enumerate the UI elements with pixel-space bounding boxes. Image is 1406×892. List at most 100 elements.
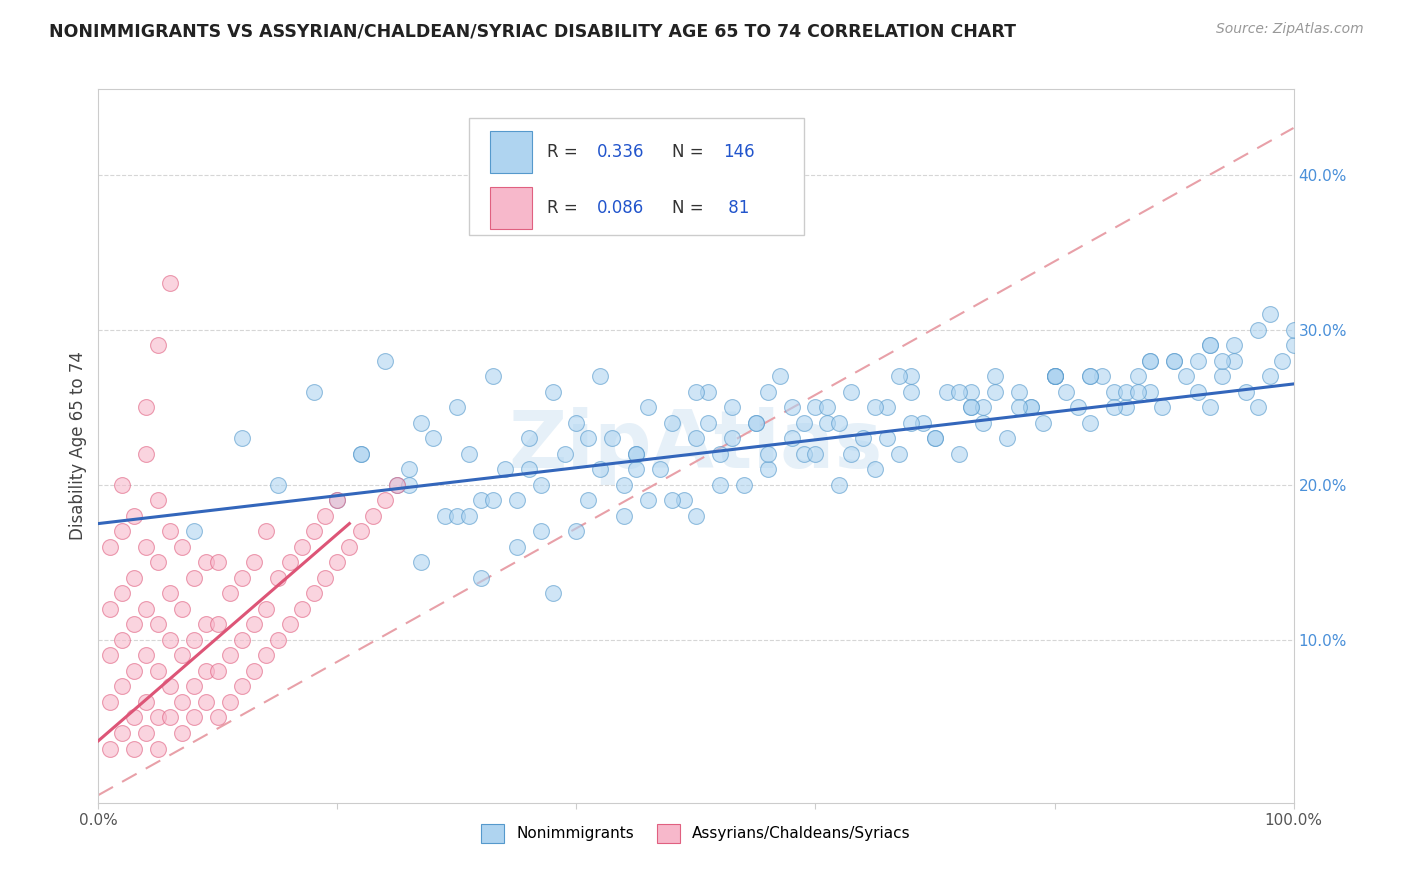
Point — [219, 648, 242, 663]
Point — [159, 710, 181, 724]
Point — [446, 508, 468, 523]
Point — [1234, 384, 1257, 399]
Point — [960, 401, 983, 415]
Text: 146: 146 — [724, 144, 755, 161]
Point — [876, 431, 898, 445]
Point — [470, 571, 492, 585]
Point — [98, 648, 122, 663]
Point — [159, 586, 181, 600]
Point — [756, 447, 779, 461]
Point — [984, 369, 1007, 384]
Text: Source: ZipAtlas.com: Source: ZipAtlas.com — [1216, 22, 1364, 37]
Point — [172, 695, 194, 709]
Point — [889, 369, 911, 384]
Text: R =: R = — [547, 144, 582, 161]
Point — [1104, 401, 1126, 415]
Point — [398, 462, 420, 476]
Point — [1282, 323, 1305, 337]
Point — [613, 508, 636, 523]
Point — [374, 353, 396, 368]
Point — [1199, 338, 1222, 352]
Point — [350, 524, 373, 539]
Point — [326, 555, 349, 569]
Point — [565, 416, 588, 430]
Point — [745, 416, 768, 430]
Text: 81: 81 — [724, 199, 749, 217]
Point — [350, 447, 373, 461]
Point — [780, 401, 803, 415]
Point — [172, 726, 194, 740]
Point — [411, 416, 433, 430]
Point — [1175, 369, 1198, 384]
Point — [756, 462, 779, 476]
Point — [1043, 369, 1066, 384]
Point — [995, 431, 1018, 445]
Point — [1043, 369, 1066, 384]
Point — [124, 571, 146, 585]
Point — [841, 447, 863, 461]
Point — [302, 384, 325, 399]
Point — [195, 555, 218, 569]
Point — [219, 695, 242, 709]
Point — [1199, 338, 1222, 352]
Point — [111, 477, 134, 491]
Point — [756, 384, 779, 399]
Point — [828, 477, 851, 491]
Point — [326, 493, 349, 508]
Point — [637, 401, 659, 415]
Point — [1282, 338, 1305, 352]
Point — [1091, 369, 1114, 384]
Point — [1080, 369, 1102, 384]
Point — [793, 416, 815, 430]
Point — [924, 431, 946, 445]
Point — [135, 447, 157, 461]
Point — [124, 617, 146, 632]
Point — [602, 431, 624, 445]
Point — [984, 384, 1007, 399]
Point — [541, 586, 564, 600]
Point — [626, 447, 648, 461]
Legend: Nonimmigrants, Assyrians/Chaldeans/Syriacs: Nonimmigrants, Assyrians/Chaldeans/Syria… — [475, 818, 917, 848]
Point — [613, 477, 636, 491]
Point — [721, 431, 744, 445]
Point — [195, 617, 218, 632]
Point — [1139, 353, 1161, 368]
Point — [434, 508, 457, 523]
Point — [111, 726, 134, 740]
Point — [291, 602, 314, 616]
Point — [1223, 353, 1246, 368]
Point — [936, 384, 959, 399]
Point — [685, 508, 707, 523]
Point — [374, 493, 396, 508]
Text: N =: N = — [672, 199, 709, 217]
Point — [302, 586, 325, 600]
Point — [207, 617, 229, 632]
Point — [124, 710, 146, 724]
Point — [339, 540, 361, 554]
Point — [219, 586, 242, 600]
Point — [626, 447, 648, 461]
Point — [363, 508, 385, 523]
Point — [231, 632, 253, 647]
Point — [135, 695, 157, 709]
Point — [291, 540, 314, 554]
Point — [685, 431, 707, 445]
Point — [793, 447, 815, 461]
Point — [1271, 353, 1294, 368]
Point — [1211, 369, 1233, 384]
Point — [148, 338, 170, 352]
Point — [278, 617, 301, 632]
Point — [98, 741, 122, 756]
Point — [924, 431, 946, 445]
Point — [889, 447, 911, 461]
Point — [98, 695, 122, 709]
Point — [135, 726, 157, 740]
Point — [1080, 369, 1102, 384]
Point — [780, 431, 803, 445]
Point — [733, 477, 755, 491]
Point — [183, 524, 205, 539]
Point — [1258, 307, 1281, 321]
Point — [183, 680, 205, 694]
Point — [745, 416, 768, 430]
Point — [1247, 323, 1270, 337]
